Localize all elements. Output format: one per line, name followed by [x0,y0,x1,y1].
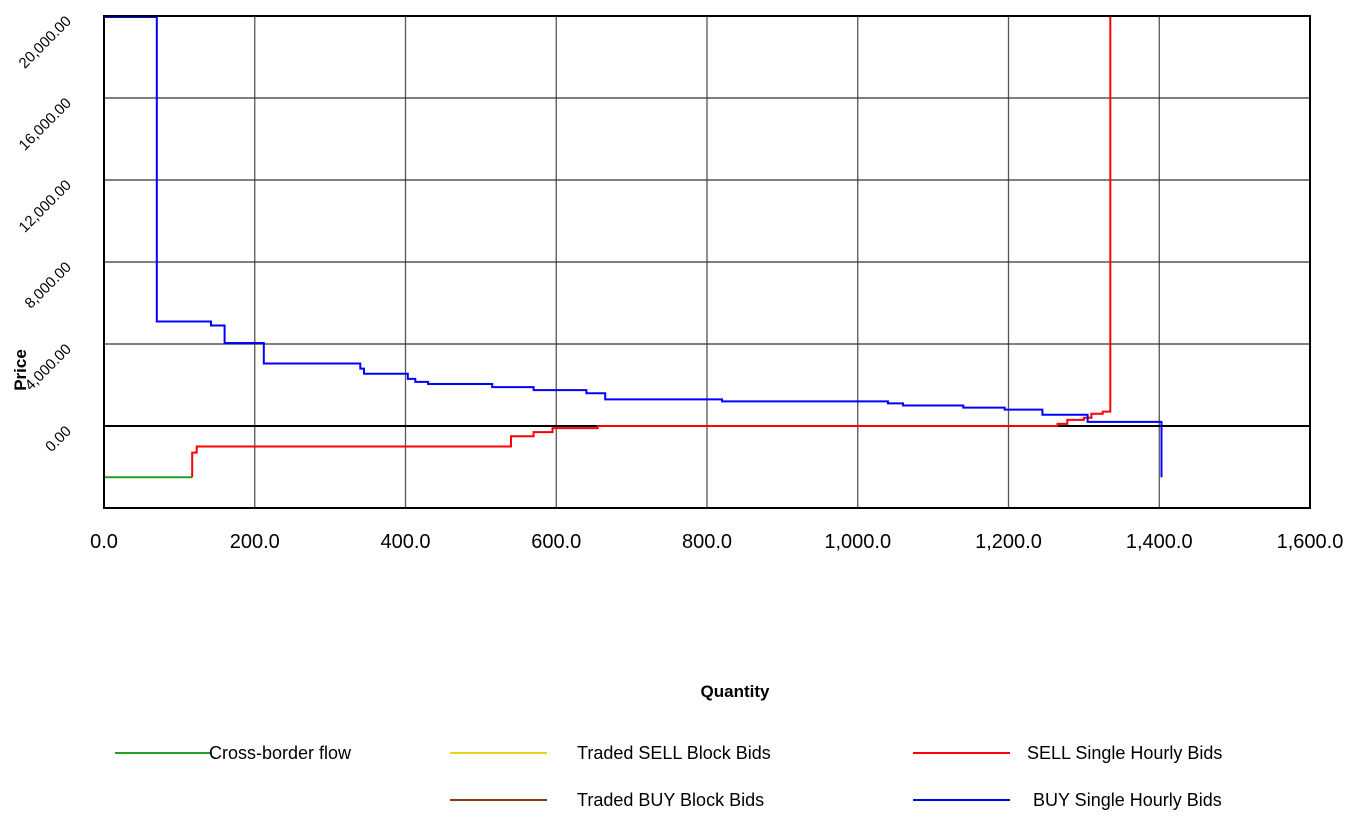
x-tick-labels: 0.0 200.0 400.0 600.0 800.0 1,000.0 1,200.0 1,4… [90,531,1343,553]
legend: Cross-border flow Traded SELL Block Bids S… [115,743,1222,810]
legend-label: BUY Single Hourly Bids [1033,790,1222,810]
x-tick-label: 0.0 [90,531,118,553]
y-tick-label: 12,000.00 [16,177,75,236]
x-tick-label: 1,400.0 [1126,531,1193,553]
plot-frame [103,15,1311,509]
x-tick-label: 1,200.0 [975,531,1042,553]
y-tick-label: 20,000.00 [16,13,75,72]
x-tick-label: 800.0 [682,531,732,553]
y-axis-title: Price [11,349,30,391]
series-line-sell-single-hourly-bids [191,16,1112,478]
x-tick-label: 1,000.0 [824,531,891,553]
y-tick-label: 0.00 [42,423,75,456]
x-tick-label: 400.0 [380,531,430,553]
y-tick-label: 8,000.00 [22,259,75,312]
x-axis-title: Quantity [701,682,770,701]
x-tick-label: 200.0 [230,531,280,553]
grid-lines [104,16,1310,508]
legend-label: Cross-border flow [209,743,352,763]
legend-label: Traded BUY Block Bids [577,790,764,810]
legend-label: SELL Single Hourly Bids [1027,743,1222,763]
x-tick-label: 600.0 [531,531,581,553]
legend-label: Traded SELL Block Bids [577,743,771,763]
y-tick-label: 16,000.00 [16,95,75,154]
x-tick-label: 1,600.0 [1277,531,1344,553]
series-line-buy-single-hourly-bids [104,16,1163,478]
